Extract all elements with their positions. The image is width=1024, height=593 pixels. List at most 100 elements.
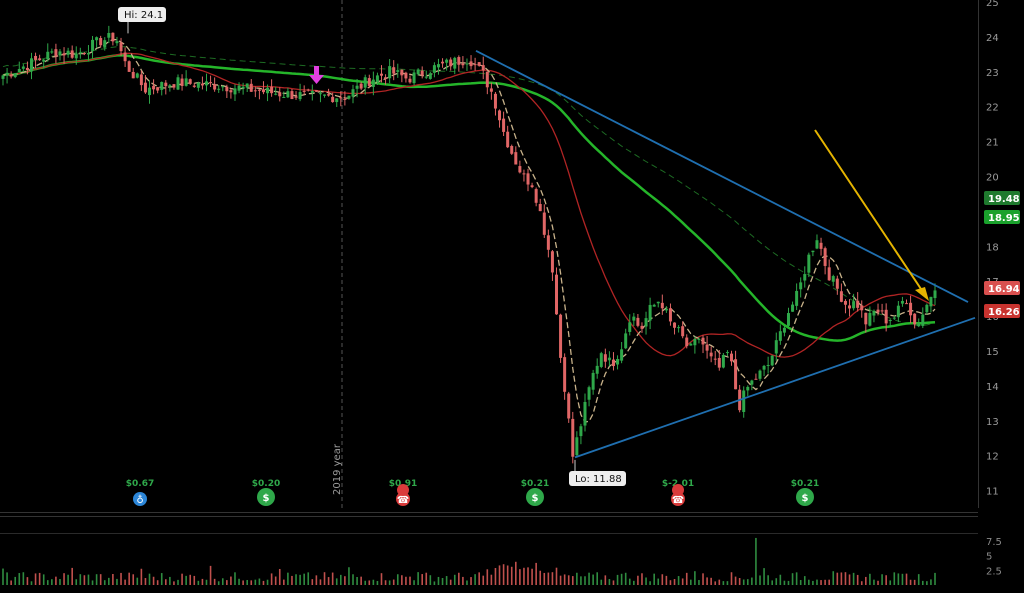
earnings-icon	[396, 492, 410, 506]
volume-bar	[144, 578, 147, 585]
price-tick-label: 14	[986, 382, 999, 393]
candle-body	[25, 67, 29, 71]
volume-bar	[108, 577, 110, 585]
volume-bar	[690, 579, 692, 585]
volume-bar	[486, 569, 489, 585]
volume-bar	[319, 579, 322, 585]
candle-body	[13, 73, 17, 78]
volume-bar	[254, 579, 257, 585]
candle-body	[758, 370, 762, 379]
volume-bar	[791, 573, 794, 585]
candle-body	[815, 240, 819, 249]
volume-bar	[820, 580, 822, 585]
volume-bar	[706, 577, 708, 585]
candle-body	[453, 57, 457, 69]
volume-bar	[474, 574, 476, 585]
candle-body	[148, 87, 152, 96]
volume-bar	[205, 579, 208, 585]
candle-body	[701, 337, 705, 345]
volume-bar	[657, 578, 660, 585]
volume-bar	[91, 580, 94, 585]
low-callout-label: Lo: 11.88	[575, 474, 622, 485]
candle-body	[29, 58, 33, 72]
candle-body	[876, 309, 880, 313]
candle-body	[111, 32, 115, 42]
volume-bar	[917, 574, 920, 585]
volume-bar	[344, 576, 346, 585]
candle-body	[188, 79, 192, 84]
candle-body	[929, 296, 933, 307]
candle-body	[221, 86, 225, 88]
candle-body	[685, 337, 689, 347]
volume-bar	[926, 581, 928, 585]
volume-bar	[234, 572, 236, 585]
price-axis: 2524232221201817161514131211	[986, 0, 999, 498]
volume-bar	[213, 578, 216, 585]
volume-bar	[26, 577, 29, 585]
volume-bar	[55, 576, 57, 585]
volume-bar	[681, 578, 684, 585]
candle-body	[469, 61, 473, 67]
candle-body	[697, 338, 701, 340]
price-badge	[984, 210, 1020, 224]
volume-bar	[612, 580, 615, 585]
candle-body	[782, 327, 786, 333]
candle-body	[200, 83, 204, 86]
trendlines	[475, 50, 976, 459]
candle-body	[823, 248, 827, 266]
moving-average-lines	[2, 38, 936, 423]
event-value-label: $0.20	[252, 479, 280, 489]
candle-body	[538, 203, 542, 212]
volume-bar	[181, 573, 183, 585]
candle-body	[725, 352, 729, 354]
volume-bar	[869, 573, 871, 585]
candle-body	[298, 92, 302, 100]
volume-bar	[99, 574, 102, 585]
volume-bar	[482, 575, 485, 585]
volume-bar	[860, 581, 863, 585]
volume-bar	[580, 576, 582, 585]
volume-bar	[816, 579, 818, 585]
volume-bar	[453, 574, 456, 585]
volume-bar	[746, 579, 749, 585]
candle-body	[91, 39, 95, 51]
candle-body	[331, 96, 335, 103]
volume-bar	[449, 579, 452, 585]
candle-body	[900, 300, 904, 304]
volume-bar	[339, 574, 342, 585]
volume-bar	[132, 574, 135, 585]
volume-bar	[722, 581, 725, 585]
candle-body	[156, 87, 160, 91]
volume-bar	[889, 580, 892, 585]
volume-bar	[128, 572, 130, 585]
candle-body	[827, 267, 831, 281]
volume-bar	[494, 568, 497, 585]
volume-bar	[274, 576, 277, 585]
volume-bar	[189, 574, 192, 585]
candle-body	[46, 51, 50, 60]
volume-bar	[201, 578, 204, 585]
volume-bar	[755, 537, 757, 585]
price-badge-label: 16.94	[988, 284, 1020, 295]
candle-body	[925, 304, 929, 313]
candle-body	[624, 333, 628, 349]
volume-bar	[323, 572, 326, 585]
volume-bar	[865, 576, 867, 585]
candle-body	[652, 304, 656, 307]
volume-bar	[596, 572, 599, 585]
volume-bar	[498, 565, 501, 585]
volume-bar	[22, 572, 25, 585]
volume-bar	[584, 576, 586, 585]
candle-body	[856, 300, 860, 308]
volume-bar	[608, 579, 611, 585]
volume-bar	[698, 580, 700, 585]
candle-body	[270, 86, 274, 94]
candle-body	[489, 88, 493, 92]
candle-body	[384, 77, 388, 79]
volume-bar	[238, 578, 240, 585]
volume-bar	[75, 579, 78, 585]
volume-bar	[209, 565, 212, 585]
volume-bar	[392, 579, 395, 585]
candle-body	[664, 308, 668, 311]
event-value-label: $0.21	[791, 479, 819, 489]
